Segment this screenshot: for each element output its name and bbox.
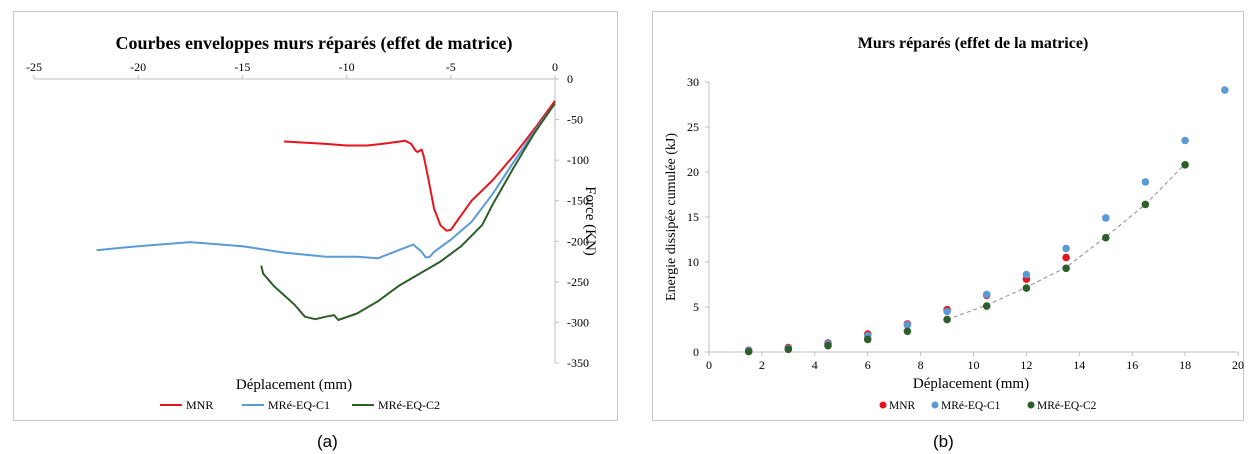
chart-b-point-2 [982, 302, 991, 310]
chart-b-x-tick-label: 10 [968, 358, 980, 372]
chart-b-x-tick-label: 8 [918, 358, 924, 372]
chart-a-title: Courbes enveloppes murs réparés (effet d… [116, 33, 513, 54]
chart-b-x-tick-label: 20 [1232, 358, 1244, 372]
chart-b-x-tick-label: 16 [1126, 358, 1138, 372]
chart-b-legend-label: MNR [889, 400, 916, 412]
chart-a-legend-label: MRé-EQ-C2 [378, 398, 440, 412]
chart-b-svg: Murs réparés (effet de la matrice) 0 2 4 6 8 1… [664, 35, 1244, 412]
chart-b-y-tick-label: 30 [687, 75, 699, 89]
chart-a-x-tick-label: -5 [446, 60, 456, 74]
chart-b-point-1 [1181, 136, 1189, 145]
chart-b-point-2 [1141, 200, 1150, 209]
chart-a-svg: Courbes enveloppes murs réparés (effet d… [26, 33, 598, 412]
chart-a-series-line-0 [284, 100, 556, 232]
chart-b-y-axis-label: Energie dissipée cumulée (kJ) [664, 133, 679, 301]
chart-b-point-1 [1102, 214, 1110, 222]
chart-b-point-1 [1062, 244, 1070, 253]
chart-b-legend-label: MRé-EQ-C1 [941, 400, 1001, 412]
chart-a-y-tick-label: -150 [567, 194, 589, 208]
chart-a-y-tick-label: -250 [567, 275, 589, 289]
chart-b-point-2 [744, 347, 753, 356]
chart-b-y-tick-label: 5 [693, 300, 699, 314]
chart-b-x-tick-label: 4 [812, 358, 818, 372]
chart-b-point-1 [1141, 178, 1150, 186]
chart-a-y-tick-label: -350 [567, 356, 589, 370]
chart-b-point-1 [943, 307, 951, 316]
chart-a-series-line-1 [96, 102, 556, 260]
chart-b-x-tick-label: 6 [865, 358, 871, 372]
chart-b-legend-marker [931, 401, 939, 409]
chart-a-x-tick-label: -20 [130, 60, 146, 74]
chart-b-x-axis-label: Déplacement (mm) [913, 376, 1029, 392]
chart-a-y-tick-label: 0 [567, 72, 573, 86]
chart-b-x-tick-label: 2 [759, 358, 765, 372]
chart-a-series-line-2 [260, 102, 556, 321]
chart-b-point-0 [1062, 253, 1070, 262]
chart-a-legend-label: MRé-EQ-C1 [268, 398, 330, 412]
chart-b-trendline [946, 163, 1186, 321]
chart-b-point-2 [903, 327, 912, 336]
caption-a: (a) [317, 432, 338, 451]
chart-b-x-tick-label: 12 [1020, 358, 1032, 372]
chart-a-x-tick-label: -10 [339, 60, 355, 74]
chart-a-legend-label: MNR [186, 398, 213, 412]
chart-b-point-2 [943, 315, 951, 324]
chart-a-x-tick-label: -25 [26, 60, 42, 74]
chart-a-y-tick-label: -300 [567, 315, 589, 329]
chart-b-y-tick-label: 20 [687, 165, 699, 179]
chart-b-point-1 [903, 321, 912, 329]
chart-b-point-2 [1102, 233, 1110, 242]
chart-b-point-1 [1022, 270, 1031, 279]
chart-a-y-tick-label: -200 [567, 234, 589, 248]
chart-b-legend-label: MRé-EQ-C2 [1037, 400, 1097, 412]
chart-b-y-tick-label: 0 [693, 345, 699, 359]
chart-b-legend-marker [1027, 401, 1035, 409]
chart-b-point-2 [1181, 161, 1189, 169]
caption-b: (b) [933, 432, 954, 451]
chart-b-point-2 [863, 335, 872, 344]
chart-a-x-tick-label: -15 [234, 60, 250, 74]
chart-b-point-2 [784, 345, 793, 354]
chart-b-y-tick-label: 10 [687, 255, 699, 269]
chart-b-panel: Murs réparés (effet de la matrice) 0 2 4 6 8 1… [652, 11, 1244, 421]
chart-b-point-2 [1022, 284, 1031, 292]
chart-a-panel: Courbes enveloppes murs réparés (effet d… [13, 11, 618, 421]
chart-b-y-tick-label: 25 [687, 120, 699, 134]
chart-b-point-1 [1221, 86, 1229, 94]
chart-a-x-axis-label: Déplacement (mm) [236, 377, 352, 393]
chart-b-point-1 [982, 290, 991, 299]
chart-b-title: Murs réparés (effet de la matrice) [858, 35, 1089, 52]
chart-b-point-2 [824, 341, 832, 350]
chart-a-y-tick-label: -100 [567, 153, 589, 167]
chart-a-x-tick-label: 0 [552, 60, 558, 74]
chart-b-y-tick-label: 15 [687, 210, 699, 224]
chart-b-x-tick-label: 0 [706, 358, 712, 372]
chart-b-x-tick-label: 18 [1179, 358, 1191, 372]
chart-b-point-2 [1062, 264, 1070, 273]
chart-b-legend-marker [879, 401, 887, 409]
chart-a-y-tick-label: -50 [567, 113, 583, 127]
chart-b-x-tick-label: 14 [1073, 358, 1085, 372]
chart-a-y-axis-label: Force (KN) [582, 186, 598, 256]
